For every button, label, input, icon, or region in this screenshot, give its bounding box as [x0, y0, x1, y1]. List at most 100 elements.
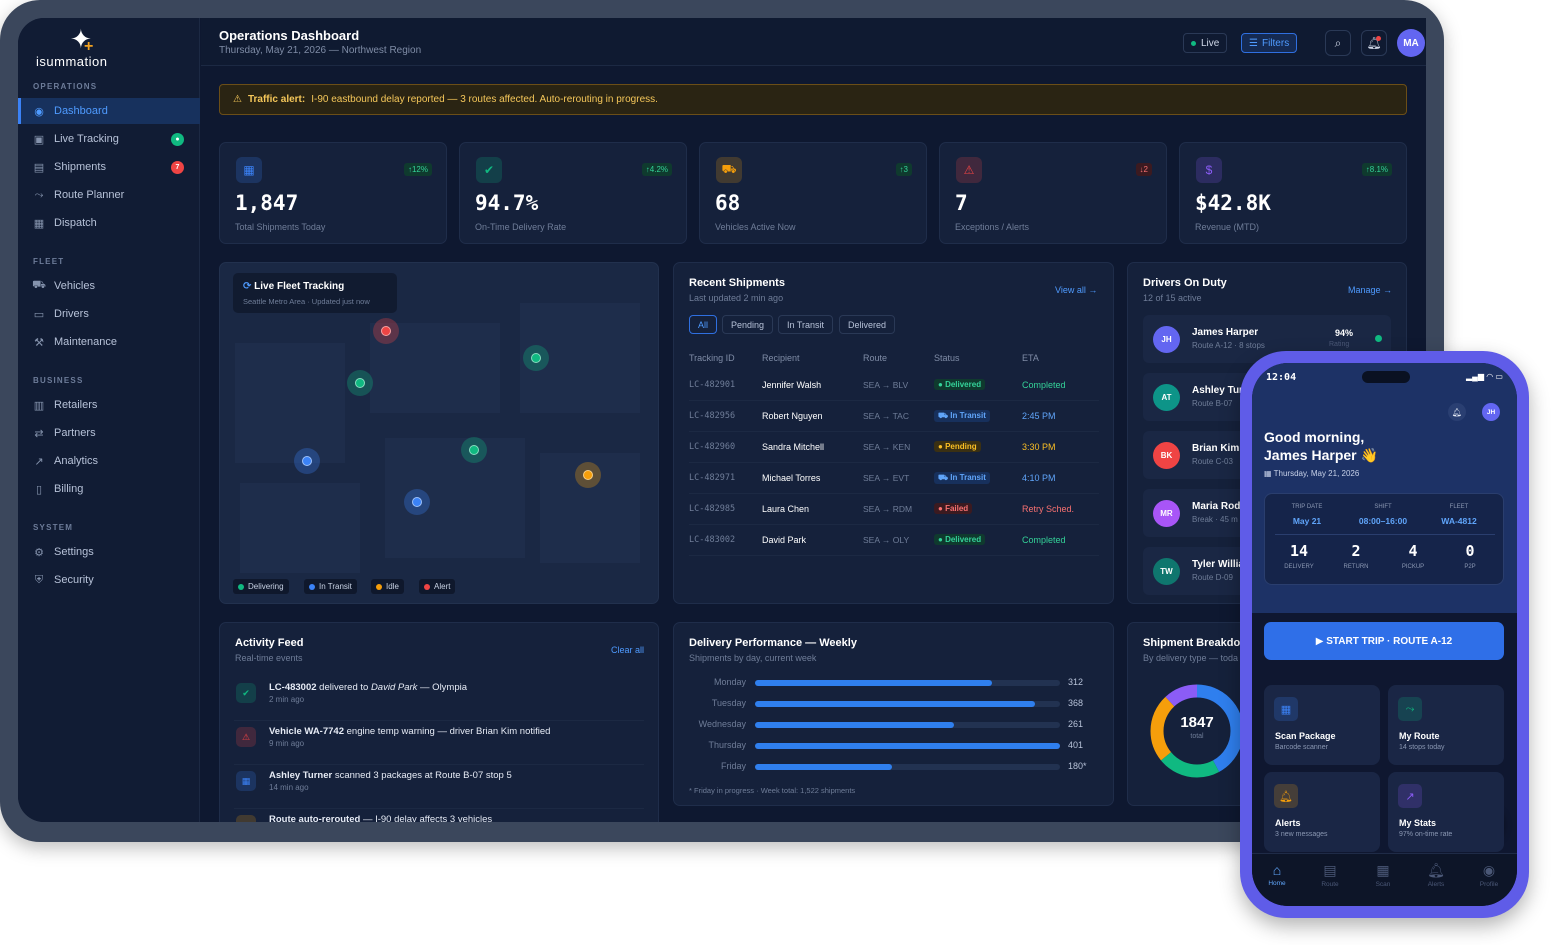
- sidebar-item-vehicles[interactable]: ⛟ Vehicles: [32, 279, 95, 292]
- legend-alert: Alert: [419, 579, 456, 594]
- sidebar-item-retailers[interactable]: ▥ Retailers: [33, 399, 98, 412]
- recipient: Michael Torres: [762, 473, 821, 483]
- tracking-id[interactable]: LC-482960: [689, 442, 736, 452]
- quick-action-tile[interactable]: ⤳ My Route 14 stops today: [1388, 685, 1504, 765]
- vehicle-marker-transit[interactable]: [404, 489, 430, 515]
- tile-subtitle: 97% on-time rate: [1399, 831, 1453, 838]
- live-indicator[interactable]: Live: [1183, 33, 1228, 53]
- sidebar-item-settings[interactable]: ⚙ Settings: [34, 546, 94, 559]
- sidebar-item-partners[interactable]: ⇄ Partners: [34, 427, 96, 440]
- phone-date: ▦ Thursday, May 21, 2026: [1264, 469, 1360, 478]
- phone-bottom-nav: ⌂ Home ▤ Route ▦ Scan 🔔︎ Alerts ◉ Profile: [1252, 853, 1517, 906]
- clear-all-link[interactable]: Clear all: [611, 645, 645, 655]
- sidebar-item-shipments[interactable]: ▤ Shipments 7: [18, 154, 200, 180]
- vehicle-marker-delivering[interactable]: [347, 370, 373, 396]
- kpi-value: 1,847: [235, 191, 299, 215]
- quick-action-tile[interactable]: 🔔︎ Alerts 3 new messages: [1264, 772, 1380, 852]
- table-row[interactable]: LC-482901 Jennifer Walsh SEA → BLV ● Delive…: [689, 370, 1099, 401]
- map-caption: ⟳ Live Fleet Tracking Seattle Metro Area…: [233, 273, 397, 313]
- quick-action-tile[interactable]: ▦ Scan Package Barcode scanner: [1264, 685, 1380, 765]
- live-fleet-map[interactable]: ⟳ Live Fleet Tracking Seattle Metro Area…: [219, 262, 659, 604]
- sidebar-item-billing[interactable]: ▯ Billing: [18, 476, 200, 502]
- manage-link[interactable]: Manage →: [1348, 285, 1393, 295]
- sidebar-item-dashboard[interactable]: ◉ Dashboard: [18, 98, 200, 124]
- sidebar-item-drivers[interactable]: ▭ Drivers: [33, 308, 89, 321]
- shipments-badge: 7: [171, 161, 184, 174]
- sidebar-item-analytics[interactable]: ↗ Analytics: [34, 455, 99, 468]
- dollar-icon: $: [1196, 157, 1222, 183]
- nav-route[interactable]: ▤ Route: [1310, 862, 1350, 888]
- boxes-icon: ▦: [236, 157, 262, 183]
- activity-item[interactable]: ⤳ Route auto-rerouted — I-90 delay affect…: [234, 809, 644, 822]
- activity-item[interactable]: ⚠ Vehicle WA-7742 engine temp warning — d…: [234, 721, 644, 765]
- table-row[interactable]: LC-482985 Laura Chen SEA → RDM ● Failed Retr…: [689, 494, 1099, 525]
- driver-name: Brian Kim: [1192, 443, 1240, 454]
- trip-value: WA-4812: [1441, 516, 1477, 526]
- tab-pending[interactable]: Pending: [722, 315, 774, 334]
- performance-subtitle: Shipments by day, current week: [689, 653, 817, 663]
- sidebar-item-route-planner[interactable]: ⤳ Route Planner: [34, 188, 125, 202]
- notifications-button[interactable]: 🔔︎: [1361, 30, 1387, 56]
- bar-category-label: Tuesday: [711, 698, 746, 708]
- nav-home[interactable]: ⌂ Home: [1257, 862, 1297, 887]
- view-all-link[interactable]: View all →: [1055, 285, 1098, 295]
- chart-icon: ↗: [34, 455, 44, 468]
- bar-track: [755, 764, 1060, 770]
- bar-category-label: Thursday: [708, 740, 746, 750]
- sidebar-item-security[interactable]: ⛨ Security: [34, 573, 94, 587]
- activity-item[interactable]: ▦ Ashley Turner scanned 3 packages at Rou…: [234, 765, 644, 809]
- phone-avatar[interactable]: JH: [1482, 403, 1500, 421]
- vehicle-marker-delivering[interactable]: [461, 437, 487, 463]
- tracking-id[interactable]: LC-482971: [689, 473, 736, 483]
- tracking-id[interactable]: LC-482901: [689, 380, 736, 390]
- bar-track: [755, 743, 1060, 749]
- tracking-id[interactable]: LC-482956: [689, 411, 736, 421]
- tile-subtitle: 3 new messages: [1275, 831, 1328, 838]
- eta: 4:10 PM: [1022, 473, 1056, 483]
- search-button[interactable]: ⌕: [1325, 30, 1351, 56]
- trip-value: May 21: [1292, 516, 1322, 526]
- column-header: ETA: [1022, 353, 1039, 363]
- tab-in-transit[interactable]: In Transit: [778, 315, 834, 334]
- sidebar-item-dispatch[interactable]: ▦ Dispatch: [33, 217, 97, 230]
- page-subtitle: Thursday, May 21, 2026 — Northwest Regio…: [219, 45, 422, 56]
- activity-item[interactable]: ✔ LC-483002 delivered to David Park — Oly…: [234, 677, 644, 721]
- phone-bell-button[interactable]: 🔔︎: [1448, 403, 1466, 421]
- tab-all[interactable]: All: [689, 315, 718, 334]
- vehicle-marker-alert[interactable]: [373, 318, 399, 344]
- table-row[interactable]: LC-482971 Michael Torres SEA → EVT ⛟ In Tra…: [689, 463, 1099, 494]
- count-value: 2: [1351, 542, 1361, 560]
- table-row[interactable]: LC-482956 Robert Nguyen SEA → TAC ⛟ In Tran…: [689, 401, 1099, 432]
- filters-button[interactable]: ☰ Filters: [1241, 33, 1298, 53]
- breakdown-subtitle: By delivery type — toda: [1143, 653, 1239, 663]
- tab-delivered[interactable]: Delivered: [839, 315, 896, 334]
- sidebar-item-live-tracking[interactable]: ▣ Live Tracking ●: [18, 126, 200, 152]
- bar-value-label: 180*: [1068, 761, 1087, 771]
- nav-profile[interactable]: ◉ Profile: [1469, 862, 1509, 888]
- sidebar-item-maintenance[interactable]: ⚒ Maintenance: [34, 336, 117, 349]
- quick-action-tile[interactable]: ↗ My Stats 97% on-time rate: [1388, 772, 1504, 852]
- recipient: Robert Nguyen: [762, 411, 823, 421]
- activity-time: 14 min ago: [269, 783, 309, 792]
- vehicle-marker-delivering[interactable]: [523, 345, 549, 371]
- status-badge: ● Delivered: [934, 379, 986, 390]
- table-row[interactable]: LC-482960 Sandra Mitchell SEA → KEN ● Pendi…: [689, 432, 1099, 463]
- truck-icon: ⛟: [716, 157, 742, 183]
- driver-avatar: JH: [1153, 326, 1180, 353]
- qr-icon: ▦: [1274, 697, 1298, 721]
- map-block: [240, 483, 360, 573]
- recipient: Jennifer Walsh: [762, 380, 822, 390]
- tracking-id[interactable]: LC-482985: [689, 504, 736, 514]
- live-dot-icon: [1191, 40, 1196, 46]
- eta: 3:30 PM: [1022, 442, 1056, 452]
- vehicle-marker-idle[interactable]: [575, 462, 601, 488]
- start-trip-button[interactable]: ▶ START TRIP · ROUTE A-12: [1264, 622, 1504, 660]
- profile-icon: ◉: [1482, 862, 1496, 878]
- vehicle-marker-transit[interactable]: [294, 448, 320, 474]
- nav-alerts[interactable]: 🔔︎ Alerts: [1416, 862, 1456, 888]
- user-avatar[interactable]: MA: [1397, 29, 1425, 57]
- tracking-id[interactable]: LC-483002: [689, 535, 736, 545]
- driver-route: Route A-12 · 8 stops: [1192, 341, 1265, 350]
- nav-scan[interactable]: ▦ Scan: [1363, 862, 1403, 888]
- table-row[interactable]: LC-483002 David Park SEA → OLY ● Delivered C…: [689, 525, 1099, 556]
